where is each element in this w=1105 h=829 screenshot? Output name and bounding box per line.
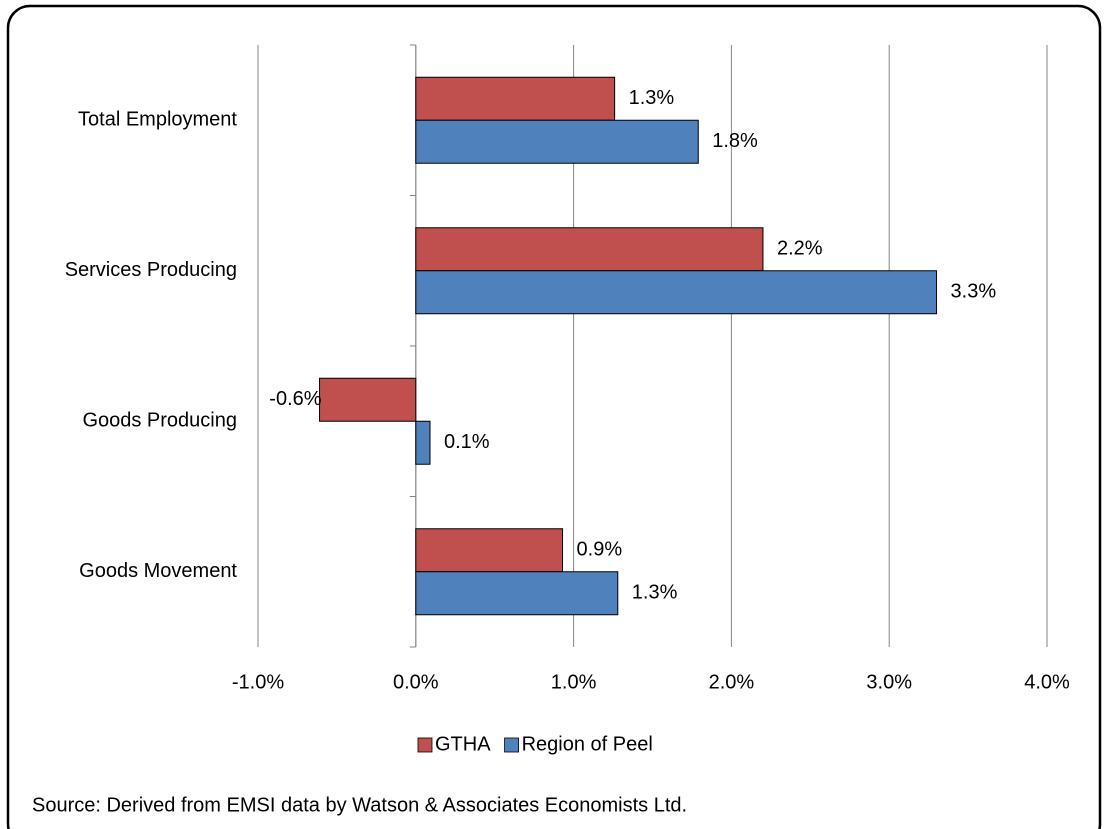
bar	[319, 377, 417, 422]
x-tick-label: 1.0%	[551, 671, 597, 693]
x-tick-label: -1.0%	[232, 671, 284, 693]
x-tick-label: 3.0%	[866, 671, 912, 693]
y-tick-label: Goods Movement	[79, 560, 237, 582]
x-tick-label: 4.0%	[1024, 671, 1070, 693]
legend-label: GTHA	[435, 733, 491, 755]
data-label: 1.3%	[632, 582, 678, 604]
source-note: Source: Derived from EMSI data by Watson…	[32, 794, 687, 816]
bar	[415, 571, 619, 616]
bar	[415, 420, 431, 465]
data-label: 0.1%	[444, 431, 490, 453]
y-tick-label: Goods Producing	[82, 410, 237, 432]
legend-swatch	[504, 737, 519, 753]
data-label: 0.9%	[577, 539, 623, 561]
data-label: 3.3%	[951, 281, 997, 303]
x-tick-label: 2.0%	[709, 671, 755, 693]
x-tick-label: 0.0%	[393, 671, 439, 693]
legend-label: Region of Peel	[522, 733, 653, 755]
data-label: 2.2%	[777, 238, 823, 260]
y-tick-label: Services Producing	[65, 259, 237, 281]
bar	[415, 119, 699, 164]
bar	[415, 76, 616, 121]
data-label: 1.8%	[712, 130, 758, 152]
data-label: 1.3%	[629, 87, 675, 109]
data-label: -0.6%	[269, 388, 321, 410]
legend-swatch	[417, 737, 433, 753]
chart-frame	[6, 4, 1102, 829]
y-tick-label: Total Employment	[78, 109, 237, 131]
bar	[415, 528, 564, 573]
bar	[415, 227, 764, 272]
bar	[415, 270, 938, 315]
